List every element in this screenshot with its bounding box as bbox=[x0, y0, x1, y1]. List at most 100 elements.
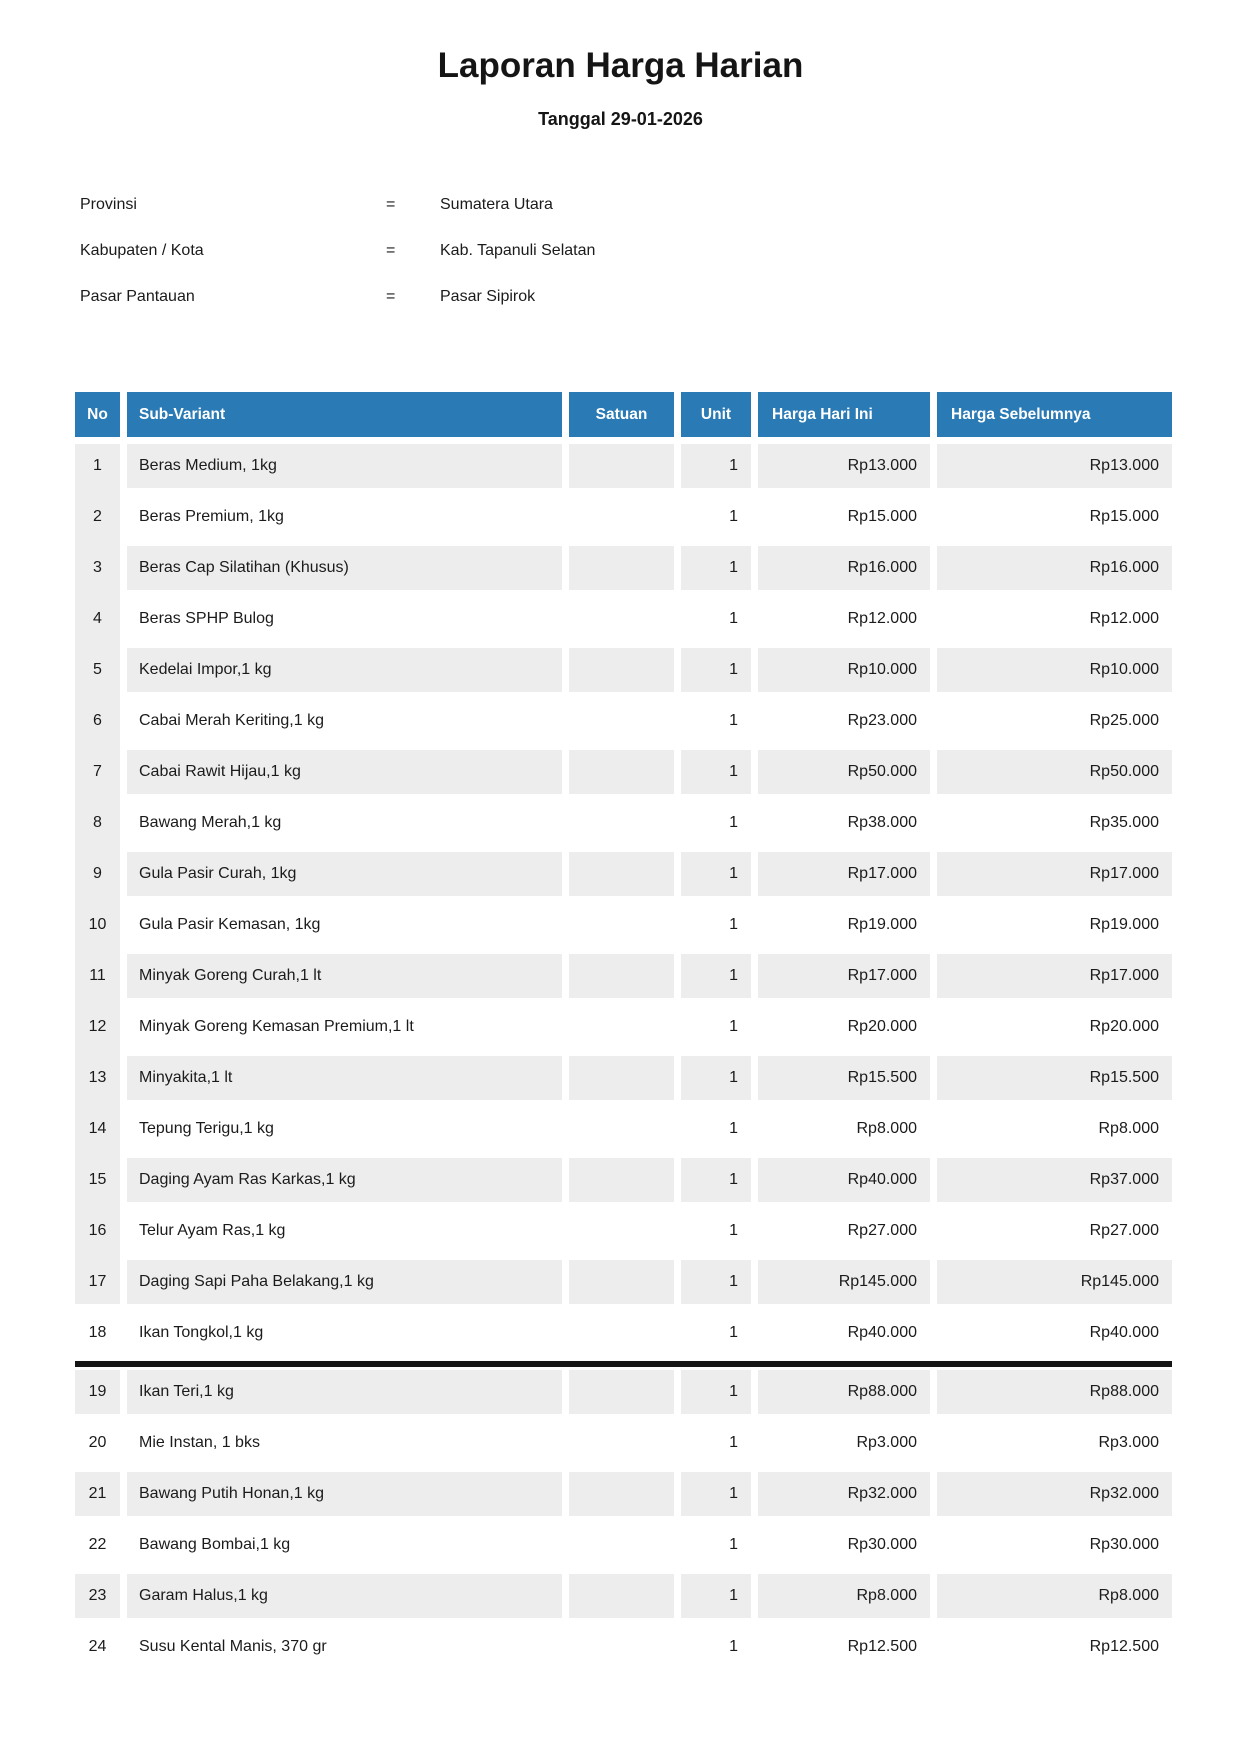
cell-satuan bbox=[569, 1056, 674, 1100]
cell-sub-variant: Minyak Goreng Kemasan Premium,1 lt bbox=[139, 1018, 414, 1035]
cell-harga-sebelumnya: Rp20.000 bbox=[1089, 1018, 1159, 1035]
cell-harga-hari-ini: Rp17.000 bbox=[758, 954, 930, 998]
table-header-row: No Sub-Variant Satuan Unit Harga Hari In… bbox=[75, 392, 1172, 437]
cell-harga-hari-ini: Rp8.000 bbox=[856, 1120, 918, 1137]
cell-no: 17 bbox=[88, 1273, 107, 1290]
cell-sub-variant: Beras SPHP Bulog bbox=[139, 610, 274, 627]
cell-harga-sebelumnya: Rp30.000 bbox=[1089, 1536, 1159, 1553]
cell-harga-sebelumnya: Rp12.500 bbox=[1089, 1638, 1159, 1655]
cell-no: 18 bbox=[88, 1324, 107, 1341]
cell-harga-hari-ini: Rp10.000 bbox=[758, 648, 930, 692]
cell-unit: 1 bbox=[729, 916, 738, 933]
report-info-block: Provinsi = Sumatera Utara Kabupaten / Ko… bbox=[80, 182, 1241, 320]
cell-satuan bbox=[569, 1311, 674, 1355]
cell-satuan bbox=[569, 1158, 674, 1202]
info-value: Sumatera Utara bbox=[440, 196, 553, 213]
cell-harga-sebelumnya: Rp50.000 bbox=[937, 750, 1172, 794]
cell-unit: 1 bbox=[681, 1158, 751, 1202]
cell-satuan bbox=[569, 954, 674, 998]
table-row: 14 Tepung Terigu,1 kg 1 Rp8.000 Rp8.000 bbox=[75, 1107, 1172, 1151]
table-row: 6 Cabai Merah Keriting,1 kg 1 Rp23.000 R… bbox=[75, 699, 1172, 743]
column-header-harga-sebelumnya: Harga Sebelumnya bbox=[937, 392, 1172, 437]
cell-sub-variant: Tepung Terigu,1 kg bbox=[139, 1120, 274, 1137]
cell-harga-hari-ini: Rp17.000 bbox=[758, 852, 930, 896]
cell-unit: 1 bbox=[681, 954, 751, 998]
table-row: 11 Minyak Goreng Curah,1 lt 1 Rp17.000 R… bbox=[75, 954, 1172, 998]
cell-harga-hari-ini: Rp20.000 bbox=[847, 1018, 917, 1035]
cell-harga-sebelumnya: Rp27.000 bbox=[1089, 1222, 1159, 1239]
table-row: 5 Kedelai Impor,1 kg 1 Rp10.000 Rp10.000 bbox=[75, 648, 1172, 692]
cell-unit: 1 bbox=[729, 610, 738, 627]
equals-sign: = bbox=[386, 242, 396, 259]
cell-unit: 1 bbox=[681, 1472, 751, 1516]
table-row: 2 Beras Premium, 1kg 1 Rp15.000 Rp15.000 bbox=[75, 495, 1172, 539]
table-row: 16 Telur Ayam Ras,1 kg 1 Rp27.000 Rp27.0… bbox=[75, 1209, 1172, 1253]
cell-harga-sebelumnya: Rp17.000 bbox=[937, 954, 1172, 998]
cell-sub-variant: Bawang Merah,1 kg bbox=[139, 814, 282, 831]
cell-harga-hari-ini: Rp38.000 bbox=[847, 814, 917, 831]
cell-no: 3 bbox=[93, 559, 102, 576]
cell-unit: 1 bbox=[729, 1434, 738, 1451]
cell-sub-variant: Bawang Putih Honan,1 kg bbox=[127, 1472, 562, 1516]
table-row: 4 Beras SPHP Bulog 1 Rp12.000 Rp12.000 bbox=[75, 597, 1172, 641]
cell-unit: 1 bbox=[681, 1370, 751, 1414]
column-header-no: No bbox=[75, 392, 120, 437]
cell-no: 22 bbox=[88, 1536, 107, 1553]
cell-sub-variant: Ikan Tongkol,1 kg bbox=[139, 1324, 264, 1341]
cell-harga-sebelumnya: Rp15.500 bbox=[937, 1056, 1172, 1100]
table-row: 12 Minyak Goreng Kemasan Premium,1 lt 1 … bbox=[75, 1005, 1172, 1049]
cell-harga-sebelumnya: Rp8.000 bbox=[1098, 1120, 1160, 1137]
cell-sub-variant: Bawang Bombai,1 kg bbox=[139, 1536, 291, 1553]
cell-sub-variant: Minyakita,1 lt bbox=[127, 1056, 562, 1100]
table-row: 18 Ikan Tongkol,1 kg 1 Rp40.000 Rp40.000 bbox=[75, 1311, 1172, 1355]
table-row: 13 Minyakita,1 lt 1 Rp15.500 Rp15.500 bbox=[75, 1056, 1172, 1100]
cell-harga-sebelumnya: Rp13.000 bbox=[937, 444, 1172, 488]
cell-unit: 1 bbox=[681, 1574, 751, 1618]
table-row: 22 Bawang Bombai,1 kg 1 Rp30.000 Rp30.00… bbox=[75, 1523, 1172, 1567]
price-table: No Sub-Variant Satuan Unit Harga Hari In… bbox=[75, 392, 1172, 1669]
cell-unit: 1 bbox=[681, 1260, 751, 1304]
cell-unit: 1 bbox=[681, 1056, 751, 1100]
cell-harga-sebelumnya: Rp145.000 bbox=[937, 1260, 1172, 1304]
cell-harga-hari-ini: Rp40.000 bbox=[758, 1158, 930, 1202]
cell-satuan bbox=[569, 1523, 674, 1567]
cell-no: 1 bbox=[93, 457, 102, 474]
equals-sign: = bbox=[386, 196, 396, 213]
cell-sub-variant: Susu Kental Manis, 370 gr bbox=[139, 1638, 327, 1655]
cell-harga-sebelumnya: Rp10.000 bbox=[937, 648, 1172, 692]
cell-unit: 1 bbox=[729, 814, 738, 831]
cell-harga-sebelumnya: Rp35.000 bbox=[1089, 814, 1159, 831]
cell-satuan bbox=[569, 495, 674, 539]
cell-satuan bbox=[569, 699, 674, 743]
info-value: Pasar Sipirok bbox=[440, 288, 536, 305]
cell-harga-hari-ini: Rp40.000 bbox=[847, 1324, 917, 1341]
report-date: Tanggal 29-01-2026 bbox=[538, 109, 703, 129]
table-row: 8 Bawang Merah,1 kg 1 Rp38.000 Rp35.000 bbox=[75, 801, 1172, 845]
cell-unit: 1 bbox=[729, 712, 738, 729]
cell-no: 14 bbox=[88, 1120, 107, 1137]
cell-no: 20 bbox=[88, 1434, 107, 1451]
cell-satuan bbox=[569, 1005, 674, 1049]
cell-harga-hari-ini: Rp19.000 bbox=[847, 916, 917, 933]
cell-sub-variant: Cabai Merah Keriting,1 kg bbox=[139, 712, 324, 729]
cell-no: 8 bbox=[93, 814, 102, 831]
cell-satuan bbox=[569, 1209, 674, 1253]
cell-satuan bbox=[569, 1260, 674, 1304]
info-row-kabupaten: Kabupaten / Kota = Kab. Tapanuli Selatan bbox=[80, 228, 1241, 274]
table-row: 23 Garam Halus,1 kg 1 Rp8.000 Rp8.000 bbox=[75, 1574, 1172, 1618]
cell-satuan bbox=[569, 1574, 674, 1618]
info-row-pasar: Pasar Pantauan = Pasar Sipirok bbox=[80, 274, 1241, 320]
cell-no: 19 bbox=[75, 1370, 120, 1414]
column-header-satuan: Satuan bbox=[569, 392, 674, 437]
cell-satuan bbox=[569, 546, 674, 590]
cell-sub-variant: Beras Cap Silatihan (Khusus) bbox=[127, 546, 562, 590]
info-value: Kab. Tapanuli Selatan bbox=[440, 242, 596, 259]
cell-no: 12 bbox=[88, 1018, 107, 1035]
cell-harga-hari-ini: Rp50.000 bbox=[758, 750, 930, 794]
cell-sub-variant: Gula Pasir Kemasan, 1kg bbox=[139, 916, 321, 933]
cell-sub-variant: Minyak Goreng Curah,1 lt bbox=[127, 954, 562, 998]
cell-no: 9 bbox=[93, 865, 102, 882]
cell-satuan bbox=[569, 1107, 674, 1151]
cell-harga-hari-ini: Rp12.500 bbox=[847, 1638, 917, 1655]
